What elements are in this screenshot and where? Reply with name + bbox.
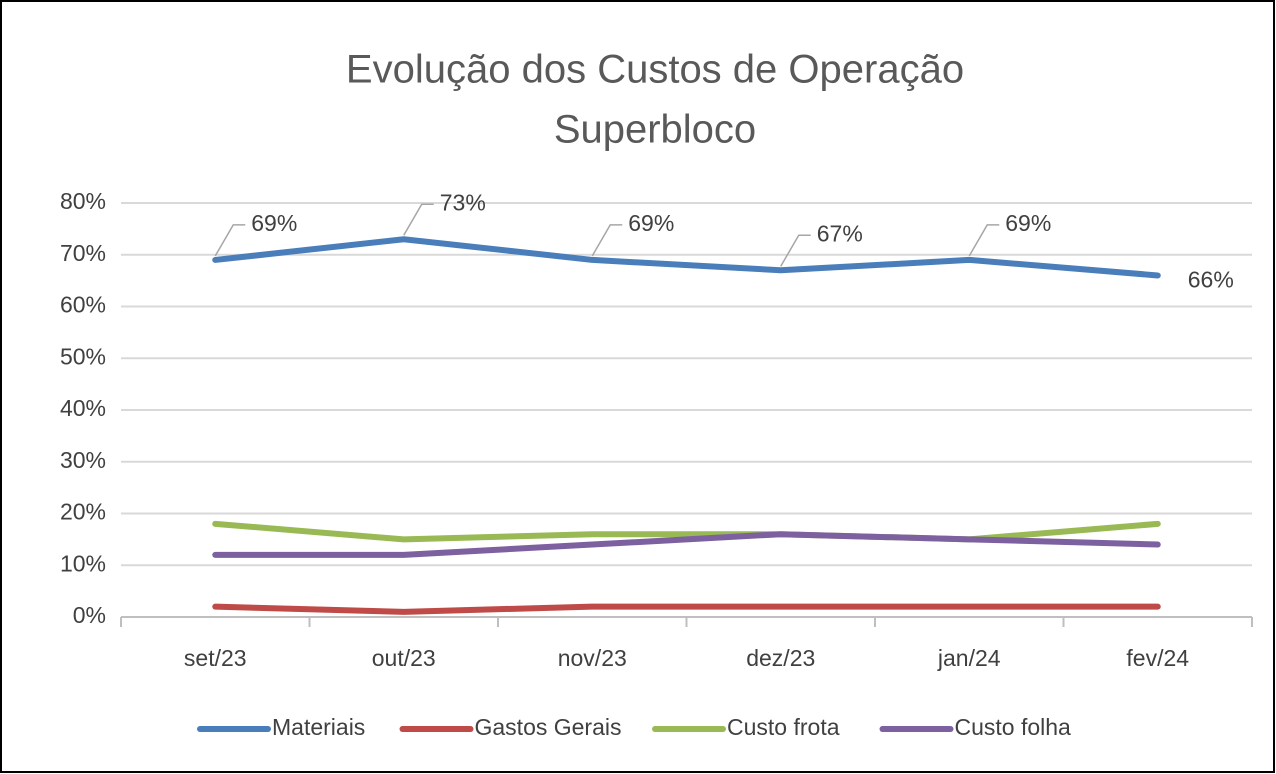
y-tick-label: 60% bbox=[60, 292, 106, 318]
series-line bbox=[212, 520, 1161, 543]
leader-line bbox=[591, 224, 623, 257]
y-tick-label: 30% bbox=[60, 447, 106, 473]
x-tick-label: dez/23 bbox=[746, 645, 815, 671]
x-tick-label: set/23 bbox=[184, 645, 247, 671]
x-tick-label: jan/24 bbox=[937, 645, 1001, 671]
chart-title: Evolução dos Custos de Operação bbox=[346, 48, 964, 92]
data-label: 66% bbox=[1188, 267, 1234, 293]
y-tick-label: 80% bbox=[60, 188, 106, 214]
y-tick-label: 70% bbox=[60, 240, 106, 266]
series-line bbox=[212, 603, 1161, 615]
data-label: 67% bbox=[817, 220, 863, 246]
data-label: 69% bbox=[251, 210, 297, 236]
series-line bbox=[212, 531, 1161, 558]
leader-line bbox=[968, 224, 1000, 257]
y-tick-label: 0% bbox=[73, 602, 106, 628]
y-tick-label: 10% bbox=[60, 550, 106, 576]
x-tick-label: out/23 bbox=[372, 645, 436, 671]
legend-label: Gastos Gerais bbox=[475, 714, 622, 740]
leader-line bbox=[403, 203, 434, 236]
y-tick-label: 50% bbox=[60, 343, 106, 369]
leader-line bbox=[214, 224, 246, 257]
data-label: 69% bbox=[628, 210, 674, 236]
x-tick-label: nov/23 bbox=[558, 645, 627, 671]
data-label: 73% bbox=[440, 189, 486, 215]
legend-label: Materiais bbox=[272, 714, 365, 740]
leader-line bbox=[780, 234, 811, 267]
y-tick-label: 40% bbox=[60, 395, 106, 421]
data-label: 69% bbox=[1005, 210, 1051, 236]
chart-title: Superbloco bbox=[554, 108, 756, 152]
legend-label: Custo folha bbox=[955, 714, 1072, 740]
series-line bbox=[212, 236, 1161, 279]
legend-label: Custo frota bbox=[727, 714, 840, 740]
y-tick-label: 20% bbox=[60, 499, 106, 525]
x-tick-label: fev/24 bbox=[1126, 645, 1189, 671]
